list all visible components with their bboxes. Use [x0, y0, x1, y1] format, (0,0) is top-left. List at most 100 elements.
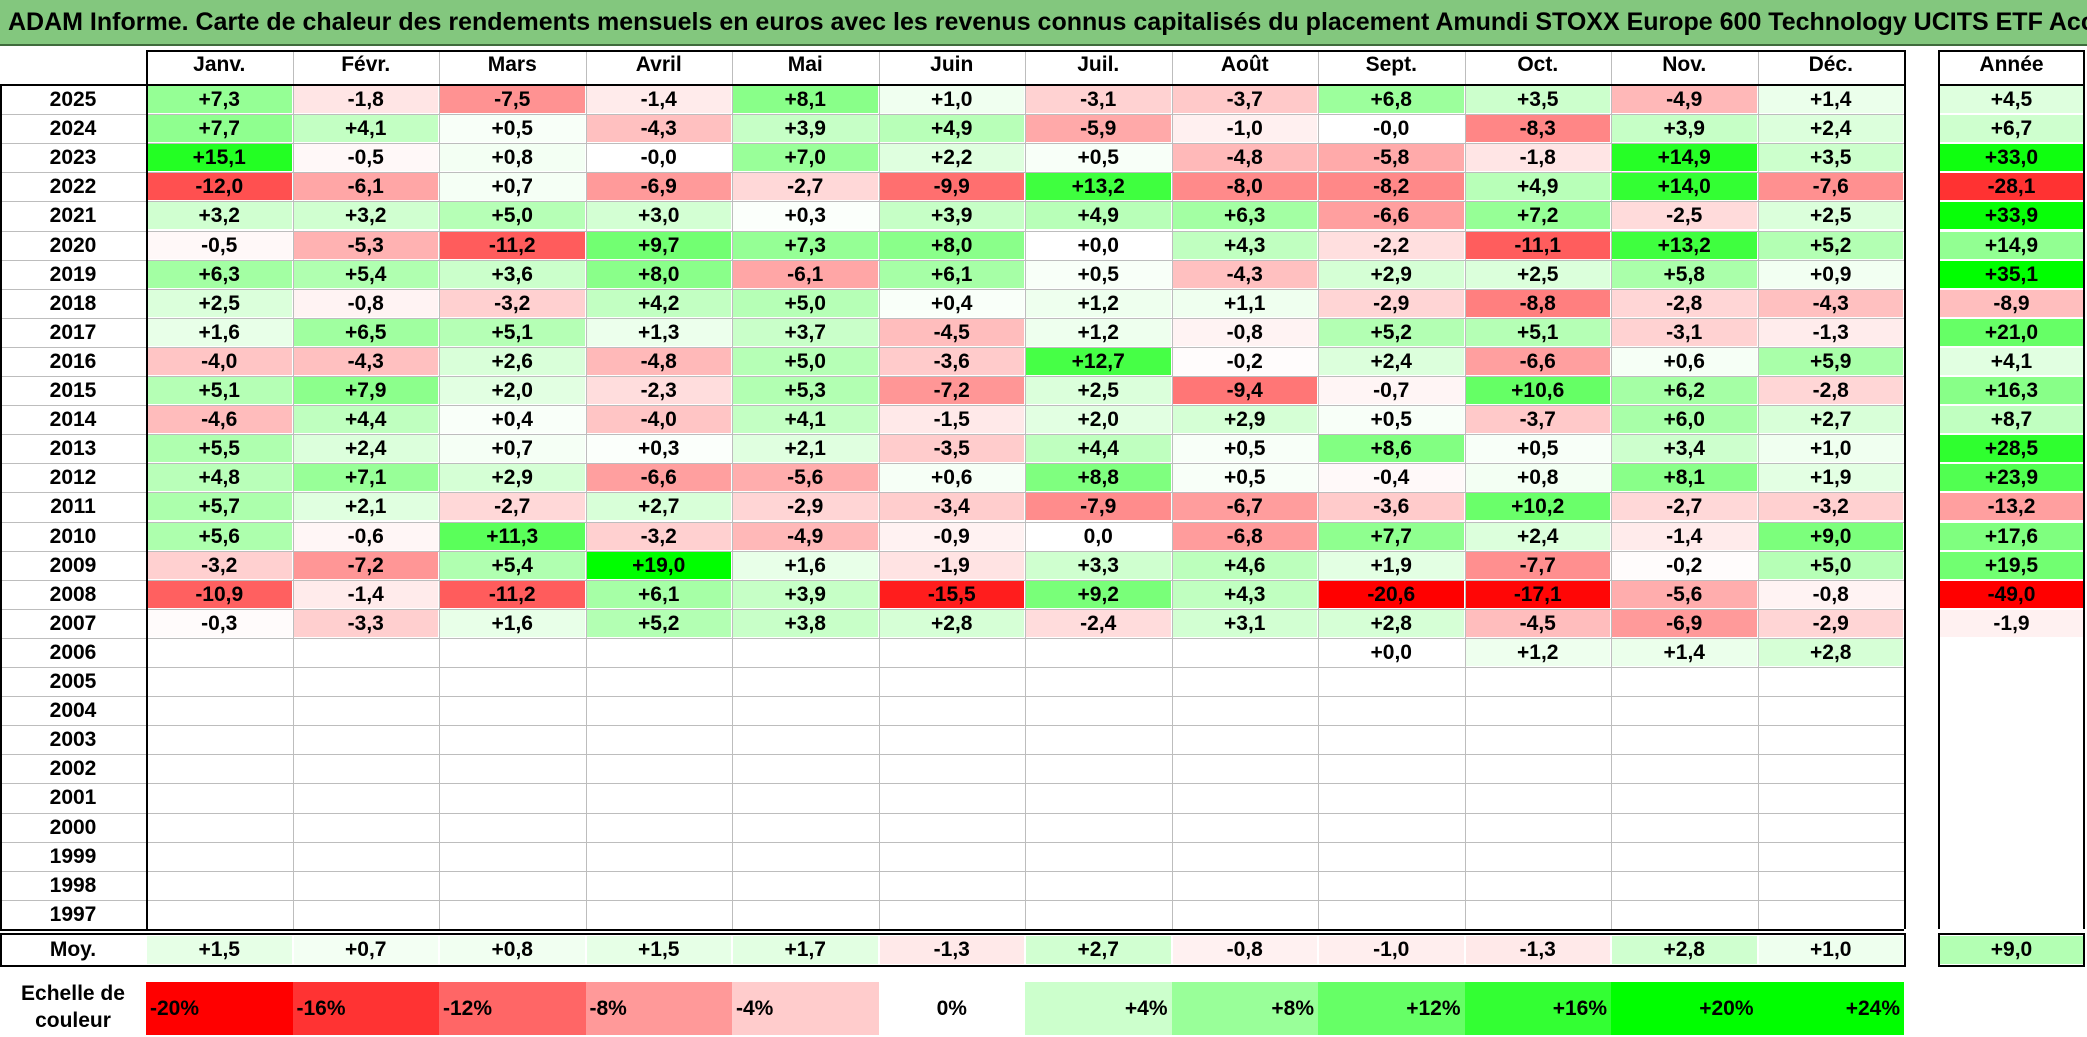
- annual-cell: +28,5: [1940, 435, 2083, 463]
- heatmap-cell: [440, 726, 585, 754]
- heatmap-cell: -6,6: [586, 464, 731, 492]
- heatmap-cell: +3,6: [440, 260, 585, 288]
- heatmap-cell: -4,3: [1172, 260, 1317, 288]
- grid-line: [0, 637, 1904, 639]
- average-label: Moy.: [49, 938, 97, 961]
- heatmap-cell: +6,3: [147, 260, 292, 288]
- average-cell: +2,8: [1612, 936, 1757, 964]
- annual-cell: -8,9: [1940, 289, 2083, 317]
- border-line: [1938, 933, 1940, 967]
- year-label: 2018: [49, 291, 97, 315]
- heatmap-cell: +5,0: [440, 202, 585, 230]
- grid-line: [0, 550, 1904, 552]
- heatmap-cell: -4,6: [147, 406, 292, 434]
- annual-cell: [1940, 900, 2083, 928]
- heatmap-cell: +4,1: [293, 115, 438, 143]
- heatmap-cell: [1172, 900, 1317, 928]
- heatmap-cell: -0,8: [1172, 318, 1317, 346]
- heatmap-cell: [1465, 842, 1610, 870]
- annual-cell: +33,0: [1940, 144, 2083, 172]
- heatmap-cell: [1172, 668, 1317, 696]
- average-cell: -1,3: [879, 936, 1024, 964]
- heatmap-cell: [1612, 668, 1757, 696]
- heatmap-cell: +1,1: [1172, 289, 1317, 317]
- heatmap-cell: +3,4: [1612, 435, 1757, 463]
- heatmap-cell: [1319, 726, 1464, 754]
- year-label: 1999: [49, 844, 97, 868]
- heatmap-cell: [147, 755, 292, 783]
- heatmap-cell: -0,3: [147, 609, 292, 637]
- heatmap-cell: [440, 697, 585, 725]
- heatmap-cell: +0,5: [1319, 406, 1464, 434]
- heatmap-cell: +14,0: [1612, 173, 1757, 201]
- heatmap-cell: [293, 726, 438, 754]
- heatmap-cell: [1612, 871, 1757, 899]
- annual-cell: -49,0: [1940, 580, 2083, 608]
- grid-line: [0, 608, 1904, 610]
- grid-line: [0, 492, 1904, 494]
- heatmap-cell: +7,2: [1465, 202, 1610, 230]
- annual-cell: +17,6: [1940, 522, 2083, 550]
- heatmap-cell: -0,7: [1319, 377, 1464, 405]
- heatmap-cell: +1,9: [1758, 464, 1903, 492]
- heatmap-cell: +2,0: [440, 377, 585, 405]
- heatmap-cell: +0,3: [733, 202, 878, 230]
- legend-step: +20%: [1611, 982, 1758, 1035]
- heatmap-cell: -4,9: [1612, 86, 1757, 114]
- heatmap-cell: +2,7: [1758, 406, 1903, 434]
- heatmap-cell: -3,1: [1026, 86, 1171, 114]
- heatmap-cell: -2,4: [1026, 609, 1171, 637]
- year-label: 2001: [49, 786, 97, 810]
- heatmap-cell: [1758, 842, 1903, 870]
- column-header: Mars: [487, 53, 537, 76]
- year-label: 2010: [49, 524, 97, 548]
- heatmap-cell: [147, 726, 292, 754]
- grid-line: [292, 50, 294, 929]
- heatmap-cell: [586, 726, 731, 754]
- grid-line: [0, 870, 1904, 872]
- heatmap-cell: -1,3: [1758, 318, 1903, 346]
- heatmap-cell: -6,6: [1465, 347, 1610, 375]
- heatmap-cell: +7,1: [293, 464, 438, 492]
- heatmap-cell: [1319, 900, 1464, 928]
- annual-cell: [1940, 871, 2083, 899]
- heatmap-cell: +8,8: [1026, 464, 1171, 492]
- heatmap-cell: +0,5: [1172, 435, 1317, 463]
- heatmap-cell: -6,8: [1172, 522, 1317, 550]
- heatmap-cell: [1465, 668, 1610, 696]
- heatmap-cell: +0,7: [440, 435, 585, 463]
- heatmap-cell: [440, 842, 585, 870]
- heatmap-cell: -8,3: [1465, 115, 1610, 143]
- grid-line: [0, 434, 1904, 436]
- heatmap-cell: [1758, 813, 1903, 841]
- border-line: [0, 933, 2, 967]
- year-label: 2019: [49, 262, 97, 286]
- annual-column-header: Année: [1979, 53, 2044, 76]
- heatmap-cell: +0,5: [440, 115, 585, 143]
- heatmap-cell: [1172, 871, 1317, 899]
- heatmap-cell: +6,8: [1319, 86, 1464, 114]
- heatmap-cell: -0,2: [1172, 347, 1317, 375]
- border-line: [146, 50, 148, 929]
- heatmap-cell: +12,7: [1026, 347, 1171, 375]
- border-line: [0, 84, 2, 929]
- heatmap-cell: -9,4: [1172, 377, 1317, 405]
- heatmap-cell: -0,0: [586, 144, 731, 172]
- average-cell: +1,5: [586, 936, 731, 964]
- heatmap-cell: [1172, 842, 1317, 870]
- heatmap-cell: [1758, 726, 1903, 754]
- heatmap-cell: +0,0: [1319, 638, 1464, 666]
- heatmap-cell: [1319, 755, 1464, 783]
- heatmap-cell: [733, 638, 878, 666]
- heatmap-cell: +3,5: [1758, 144, 1903, 172]
- heatmap-cell: +5,0: [733, 289, 878, 317]
- heatmap-cell: [1465, 755, 1610, 783]
- heatmap-cell: +2,1: [733, 435, 878, 463]
- heatmap-cell: -0,4: [1319, 464, 1464, 492]
- heatmap-cell: [1612, 726, 1757, 754]
- heatmap-cell: -4,9: [733, 522, 878, 550]
- heatmap-cell: +1,9: [1319, 551, 1464, 579]
- heatmap-cell: -5,6: [1612, 580, 1757, 608]
- annual-cell: [1940, 668, 2083, 696]
- heatmap-cell: [879, 697, 1024, 725]
